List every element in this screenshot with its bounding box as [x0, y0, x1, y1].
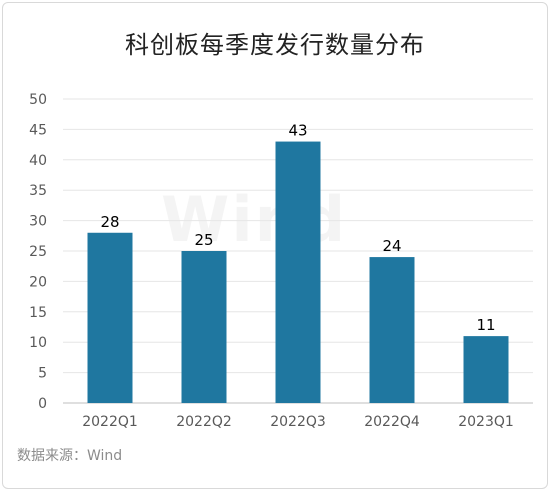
- data-label: 25: [194, 231, 213, 249]
- y-tick-label: 35: [29, 183, 47, 199]
- bar: [181, 251, 227, 403]
- y-tick-label: 5: [38, 366, 47, 382]
- x-tick-label: 2022Q2: [176, 414, 232, 430]
- y-tick-label: 10: [29, 335, 47, 351]
- y-tick-label: 50: [29, 92, 47, 108]
- data-label: 28: [100, 213, 119, 231]
- x-tick-label: 2022Q3: [270, 414, 326, 430]
- y-tick-label: 30: [29, 214, 47, 230]
- bar: [87, 232, 133, 403]
- bar: [369, 257, 415, 403]
- data-label: 24: [382, 237, 401, 255]
- chart-title: 科创板每季度发行数量分布: [125, 31, 425, 59]
- x-tick-label: 2022Q1: [82, 414, 138, 430]
- bar-chart: 0 5 10 15 20 25 30 35 40 45 50 28 2022Q1 25 2022Q2 43 20…: [29, 92, 533, 430]
- x-tick-label: 2023Q1: [458, 414, 514, 430]
- y-tick-label: 40: [29, 153, 47, 169]
- data-label: 11: [476, 316, 495, 334]
- y-tick-label: 0: [38, 396, 47, 412]
- y-tick-label: 15: [29, 305, 47, 321]
- x-tick-label: 2022Q4: [364, 414, 420, 430]
- y-tick-label: 25: [29, 244, 47, 260]
- bar: [463, 336, 509, 403]
- source-note: 数据来源：Wind: [17, 448, 123, 464]
- data-label: 43: [288, 122, 307, 140]
- bar: [275, 141, 321, 403]
- y-tick-label: 45: [29, 122, 47, 138]
- y-tick-label: 20: [29, 274, 47, 290]
